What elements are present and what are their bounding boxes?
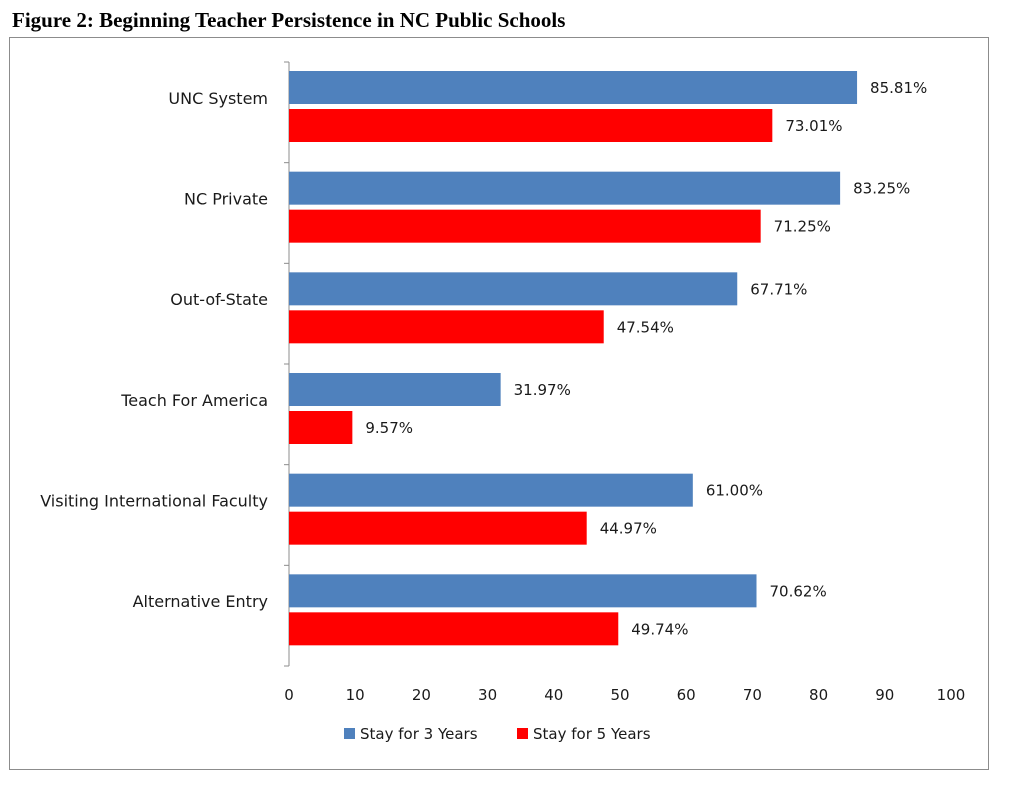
chart-frame: UNC System NC Private Out-of-State Teach Fo… — [9, 37, 989, 770]
legend: Stay for 3 Years Stay for 5 Years — [344, 725, 651, 743]
bar-stay-3-years — [289, 272, 738, 306]
data-label: 85.81% — [870, 79, 927, 97]
data-label: 49.74% — [631, 620, 688, 638]
axis-layer — [284, 61, 290, 667]
bar-stay-5-years — [289, 209, 761, 243]
x-tick-label: 100 — [937, 686, 966, 704]
category-label: UNC System — [168, 89, 268, 108]
bar-stay-5-years — [289, 612, 619, 646]
bar-stay-3-years — [289, 71, 858, 104]
x-tick-label: 80 — [809, 686, 828, 704]
x-tick-label: 40 — [544, 686, 563, 704]
labels-layer: UNC System NC Private Out-of-State Teach Fo… — [40, 79, 965, 704]
x-tick-label: 90 — [875, 686, 894, 704]
bar-chart: UNC System NC Private Out-of-State Teach Fo… — [40, 61, 965, 743]
legend-label: Stay for 3 Years — [360, 725, 478, 743]
x-tick-label: 0 — [284, 686, 294, 704]
bar-stay-3-years — [289, 171, 841, 205]
data-label: 83.25% — [853, 180, 910, 198]
data-label: 61.00% — [706, 482, 763, 500]
x-tick-label: 70 — [743, 686, 762, 704]
data-label: 70.62% — [770, 582, 827, 600]
category-label: Out-of-State — [170, 290, 268, 309]
legend-swatch — [517, 728, 528, 739]
bar-stay-5-years — [289, 511, 587, 545]
data-label: 47.54% — [617, 318, 674, 336]
bar-stay-3-years — [289, 373, 501, 406]
data-label: 9.57% — [365, 419, 413, 437]
bar-stay-5-years — [289, 310, 604, 344]
legend-swatch — [344, 728, 355, 739]
x-tick-label: 10 — [346, 686, 365, 704]
bar-stay-3-years — [289, 473, 693, 507]
bar-stay-5-years — [289, 109, 773, 142]
category-label: NC Private — [184, 190, 268, 209]
x-tick-label: 50 — [610, 686, 629, 704]
category-label: Alternative Entry — [133, 592, 268, 611]
bar-stay-5-years — [289, 411, 353, 444]
data-label: 44.97% — [600, 520, 657, 538]
data-label: 31.97% — [514, 381, 571, 399]
x-tick-label: 20 — [412, 686, 431, 704]
figure-title: Figure 2: Beginning Teacher Persistence … — [12, 8, 566, 32]
legend-label: Stay for 5 Years — [533, 725, 651, 743]
bars-layer — [289, 71, 858, 646]
data-label: 71.25% — [774, 218, 831, 236]
data-label: 73.01% — [785, 117, 842, 135]
x-tick-label: 60 — [677, 686, 696, 704]
bar-stay-3-years — [289, 574, 757, 608]
data-label: 67.71% — [750, 280, 807, 298]
category-label: Teach For America — [120, 391, 268, 410]
x-tick-label: 30 — [478, 686, 497, 704]
category-label: Visiting International Faculty — [40, 492, 268, 511]
